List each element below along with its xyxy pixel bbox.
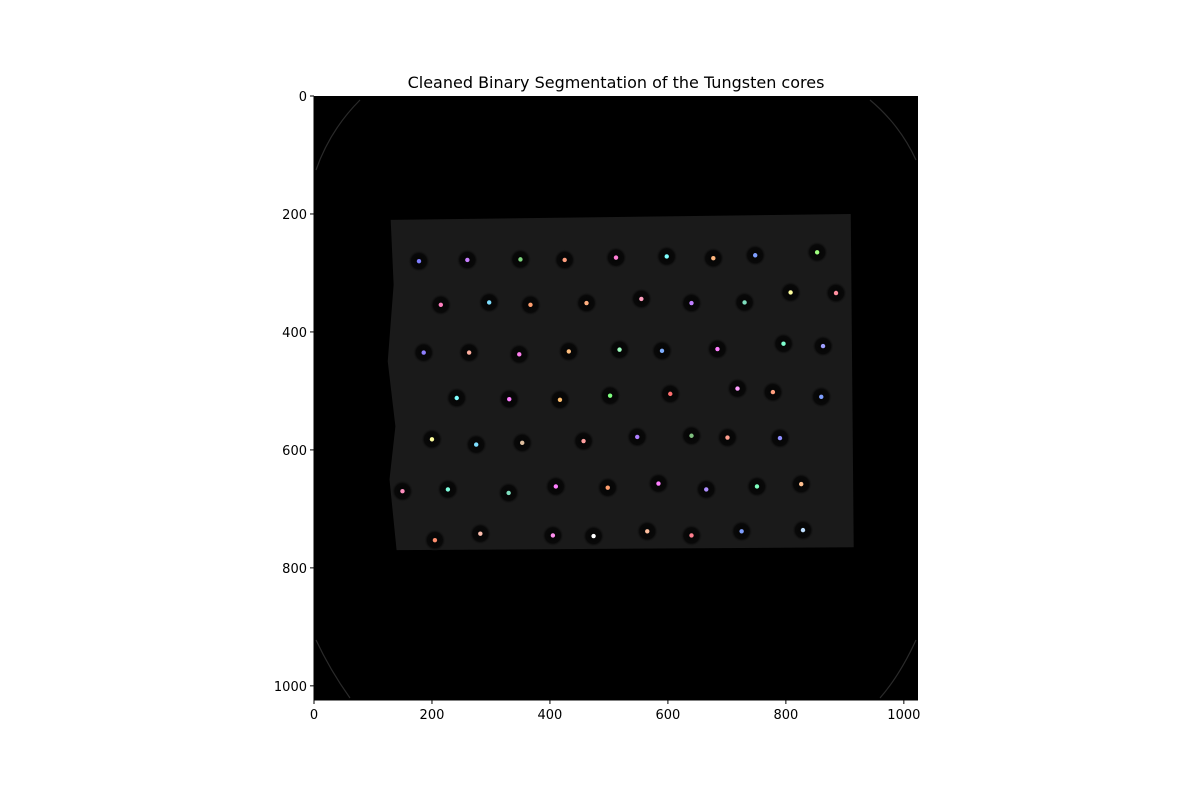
core-dot-42: [777, 435, 783, 441]
core-dot-16: [788, 290, 793, 295]
core-dot-46: [553, 484, 559, 489]
core-dot-6: [711, 256, 716, 261]
core-dot-48: [656, 481, 661, 486]
core-dot-20: [517, 352, 522, 357]
core-dot-10: [486, 300, 492, 305]
core-dot-57: [689, 533, 694, 538]
core-dot-7: [753, 253, 758, 258]
y-tick-label: 800: [282, 562, 307, 577]
core-dot-50: [754, 484, 760, 489]
plot-title: Cleaned Binary Segmentation of the Tungs…: [408, 73, 825, 92]
circular-artifact: [315, 99, 917, 699]
image-content: [315, 99, 917, 699]
core-dot-17: [833, 290, 839, 296]
image-axes: [314, 96, 918, 700]
core-dot-33: [770, 389, 776, 395]
core-dot-1: [465, 257, 470, 263]
x-tick-label: 1000: [887, 708, 920, 723]
core-dot-19: [466, 350, 472, 355]
core-dot-45: [506, 490, 511, 496]
core-dot-56: [645, 529, 650, 534]
core-dot-12: [584, 300, 589, 306]
core-dot-58: [739, 529, 744, 534]
core-dot-52: [432, 537, 438, 543]
y-tick-label: 400: [282, 326, 307, 341]
core-dot-21: [566, 349, 572, 354]
core-dot-29: [557, 397, 563, 402]
core-dot-38: [581, 438, 586, 444]
core-dot-26: [820, 343, 826, 349]
core-dot-35: [429, 437, 435, 442]
core-dot-13: [639, 296, 644, 302]
core-dot-34: [819, 394, 824, 400]
x-tick-label: 200: [420, 708, 445, 723]
core-dot-3: [562, 257, 567, 263]
x-tick-label: 800: [773, 708, 798, 723]
y-tick-label: 1000: [274, 680, 307, 695]
core-dot-36: [474, 442, 479, 447]
y-tick-label: 0: [299, 90, 307, 105]
core-dot-28: [507, 396, 512, 402]
core-dot-47: [605, 485, 610, 490]
core-dot-9: [438, 302, 444, 308]
core-dot-41: [725, 435, 730, 440]
core-dot-15: [742, 300, 747, 305]
y-tick-label: 600: [282, 444, 307, 459]
core-dot-44: [445, 487, 451, 492]
core-dot-51: [799, 481, 804, 487]
core-dot-49: [704, 487, 709, 492]
core-dot-2: [518, 257, 523, 262]
core-dot-53: [478, 531, 483, 536]
y-tick-label: 200: [282, 208, 307, 223]
core-dot-31: [668, 391, 673, 397]
core-dot-25: [781, 341, 786, 346]
tungsten-cores: [400, 250, 839, 543]
core-dot-54: [550, 533, 556, 538]
x-tick-label: 400: [538, 708, 563, 723]
core-dot-0: [416, 258, 422, 264]
x-tick-label: 600: [655, 708, 680, 723]
core-dot-43: [400, 488, 405, 494]
core-dot-23: [659, 348, 665, 354]
core-dot-55: [591, 533, 596, 539]
core-dot-39: [635, 434, 640, 440]
core-dot-14: [689, 300, 694, 306]
core-dot-37: [520, 440, 525, 446]
x-tick-label: 0: [310, 708, 318, 723]
core-dot-8: [814, 250, 820, 255]
core-dot-11: [528, 302, 533, 308]
x-axis: 0 200 400 600 800 1000: [310, 699, 920, 723]
y-axis: 0 200 400 600 800 1000: [274, 90, 315, 700]
core-dot-32: [735, 386, 740, 391]
core-dot-18: [421, 350, 426, 355]
core-dot-4: [613, 255, 619, 260]
core-dot-27: [454, 395, 459, 401]
core-dot-24: [715, 346, 720, 352]
core-dot-40: [689, 433, 694, 438]
core-dot-5: [664, 254, 669, 259]
core-dot-30: [607, 393, 613, 398]
core-dot-22: [617, 347, 622, 352]
core-dot-59: [800, 527, 806, 533]
